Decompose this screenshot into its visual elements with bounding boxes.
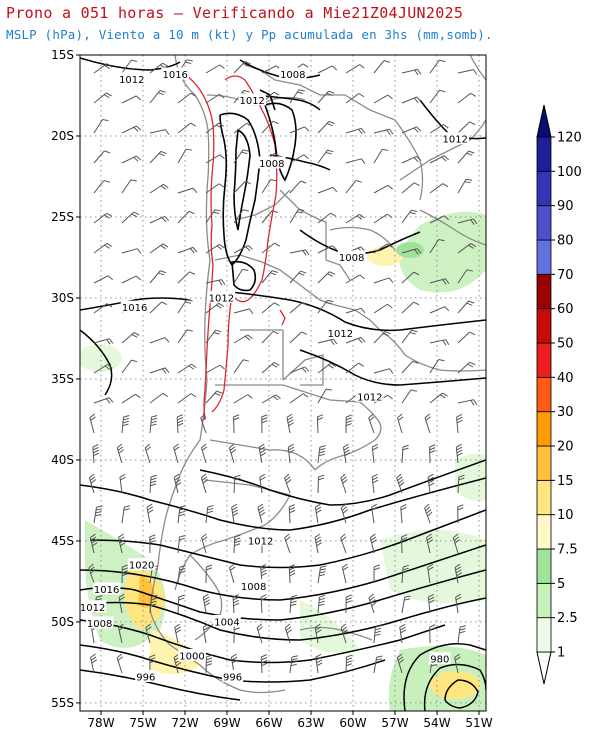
colorbar-label: 7.5 bbox=[557, 543, 578, 558]
colorbar-swatch bbox=[536, 308, 552, 344]
lat-label: 25S bbox=[51, 210, 74, 224]
map-title: Prono a 051 horas – Verificando a Mie21Z… bbox=[6, 4, 464, 22]
colorbar-label: 5 bbox=[557, 577, 565, 592]
lat-label: 45S bbox=[51, 534, 74, 548]
precipitation-shading bbox=[80, 211, 486, 711]
colorbar-swatch bbox=[536, 411, 552, 447]
plot-frame bbox=[79, 54, 487, 712]
isobar-label: 1004 bbox=[214, 617, 239, 628]
colorbar-label: 20 bbox=[557, 440, 574, 455]
lon-label: 54W bbox=[423, 716, 450, 730]
colorbar-label: 100 bbox=[557, 165, 582, 180]
colorbar-top-arrow bbox=[536, 104, 552, 138]
precipitation-colorbar: 1 2.5 5 7.5 10 15 20 30 40 50 60 70 80 90 100 120 bbox=[536, 104, 582, 685]
isobar-label: 1012 bbox=[80, 603, 105, 614]
colorbar-swatch bbox=[536, 239, 552, 275]
longitude-axis: 78W 75W 72W 69W 66W 63W 60W 57W 54W 51W bbox=[87, 711, 493, 730]
map-subtitle: MSLP (hPa), Viento a 10 m (kt) y Pp acum… bbox=[6, 27, 493, 42]
isobar-label: 1012 bbox=[209, 293, 234, 304]
colorbar-label: 60 bbox=[557, 302, 574, 317]
lat-label: 40S bbox=[51, 453, 74, 467]
lat-label: 35S bbox=[51, 372, 74, 386]
colorbar-bottom-arrow bbox=[536, 651, 552, 685]
colorbar-swatch bbox=[536, 479, 552, 516]
isobar-label: 996 bbox=[223, 672, 242, 683]
colorbar-swatch bbox=[536, 273, 552, 310]
isobar-label: 1008 bbox=[241, 582, 266, 593]
lon-label: 66W bbox=[255, 716, 282, 730]
isobar-label: 1016 bbox=[122, 303, 147, 314]
colorbar-label: 30 bbox=[557, 405, 574, 420]
isobar-label: 1012 bbox=[442, 135, 467, 146]
lat-label: 55S bbox=[51, 696, 74, 710]
isobar-label: 1008 bbox=[259, 159, 284, 170]
lon-label: 57W bbox=[381, 716, 408, 730]
colorbar-label: 15 bbox=[557, 474, 574, 489]
terrain-contour-red bbox=[174, 69, 286, 421]
lon-label: 75W bbox=[129, 716, 156, 730]
isobar-label: 1008 bbox=[339, 253, 364, 264]
colorbar-label: 1 bbox=[557, 646, 565, 661]
latitude-axis: 15S 20S 25S 30S 35S 40S 45S 50S 55S bbox=[51, 48, 80, 710]
lon-label: 51W bbox=[465, 716, 492, 730]
colorbar-swatch bbox=[536, 376, 552, 413]
isobar-label: 1008 bbox=[87, 619, 112, 630]
colorbar-swatch bbox=[536, 617, 552, 653]
lat-label: 20S bbox=[51, 129, 74, 143]
colorbar-swatch bbox=[536, 445, 552, 481]
isobar-labels: 1012 1016 1008 1012 1008 1012 1008 1016 1012 1012… bbox=[80, 67, 469, 683]
lon-label: 78W bbox=[87, 716, 114, 730]
colorbar-label: 40 bbox=[557, 371, 574, 386]
lon-label: 69W bbox=[213, 716, 240, 730]
isobar-label: 1012 bbox=[239, 96, 264, 107]
lon-label: 72W bbox=[171, 716, 198, 730]
colorbar-label: 120 bbox=[557, 131, 582, 146]
isobars bbox=[80, 57, 486, 711]
isobar-label: 1020 bbox=[129, 561, 154, 572]
colorbar-swatch bbox=[536, 342, 552, 378]
isobar-label: 1008 bbox=[280, 70, 305, 81]
isobar-label: 996 bbox=[136, 672, 155, 683]
colorbar-label: 70 bbox=[557, 268, 574, 283]
isobar-label: 980 bbox=[430, 655, 449, 666]
colorbar-label: 90 bbox=[557, 199, 574, 214]
isobar-label: 1012 bbox=[357, 392, 382, 403]
colorbar-label: 10 bbox=[557, 508, 574, 523]
isobar-label: 1012 bbox=[328, 329, 353, 340]
colorbar-swatch bbox=[536, 514, 552, 550]
terrain-contour-black bbox=[219, 89, 297, 292]
colorbar-swatch bbox=[536, 548, 552, 584]
isobar-label: 1016 bbox=[94, 585, 119, 596]
lat-label: 30S bbox=[51, 291, 74, 305]
colorbar-label: 50 bbox=[557, 337, 574, 352]
colorbar-label: 80 bbox=[557, 234, 574, 249]
colorbar-label: 2.5 bbox=[557, 611, 578, 626]
isobar-label: 1012 bbox=[119, 75, 144, 86]
lat-label: 50S bbox=[51, 615, 74, 629]
isobar-label: 1012 bbox=[248, 536, 273, 547]
wind-barbs bbox=[88, 59, 478, 674]
colorbar-swatch bbox=[536, 205, 552, 241]
lon-label: 63W bbox=[297, 716, 324, 730]
colorbar-swatch bbox=[536, 582, 552, 619]
lat-label: 15S bbox=[51, 48, 74, 62]
lon-label: 60W bbox=[339, 716, 366, 730]
isobar-label: 1016 bbox=[162, 70, 187, 81]
colorbar-swatch bbox=[536, 170, 552, 207]
isobar-label: 1000 bbox=[179, 651, 204, 662]
colorbar-swatch bbox=[536, 136, 552, 172]
